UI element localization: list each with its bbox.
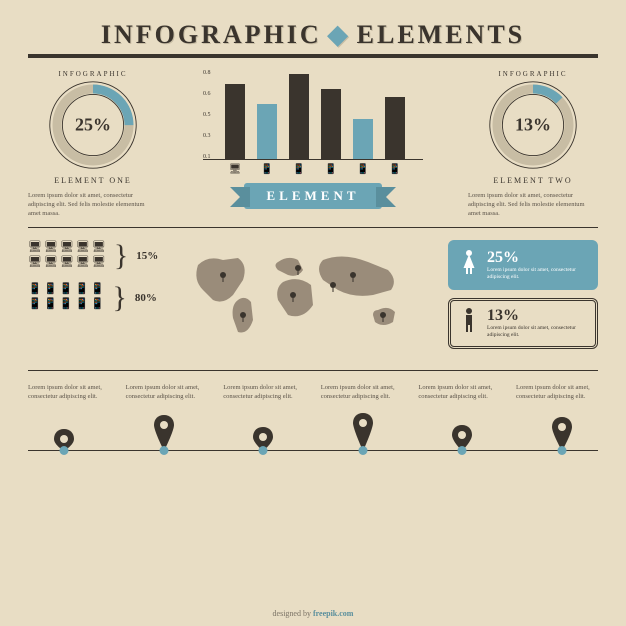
- bar: [321, 89, 341, 159]
- monitor-icon: 🖥: [76, 255, 90, 268]
- demo-female-pct: 25%: [487, 249, 587, 267]
- demo-female-lorem: Lorem ipsum dolor sit amet, consectetur …: [487, 267, 587, 281]
- monitor-icon: 🖥: [92, 240, 106, 253]
- world-map: [183, 240, 413, 360]
- demo-female: 25% Lorem ipsum dolor sit amet, consecte…: [448, 240, 598, 290]
- phone-icon: 📱: [75, 282, 89, 295]
- phone-icon: 📱: [75, 297, 89, 310]
- device-grids: 🖥🖥🖥🖥🖥🖥🖥🖥🖥🖥 } 15% 📱📱📱📱📱📱📱📱📱📱 } 80%: [28, 240, 148, 324]
- device-icon: 🖥: [225, 164, 245, 175]
- demo-male: 13% Lorem ipsum dolor sit amet, consecte…: [448, 298, 598, 348]
- monitor-icon: 🖥: [92, 255, 106, 268]
- donut-right-top-label: INFOGRAPHIC: [468, 70, 598, 78]
- phone-icon: 📱: [44, 297, 58, 310]
- map-pin-icon: [152, 415, 176, 457]
- bar: [257, 104, 277, 159]
- phone-icon: 📱: [44, 282, 58, 295]
- phone-icon: 📱: [59, 282, 73, 295]
- monitor-icon: 🖥: [28, 240, 42, 253]
- monitor-icon: 🖥: [60, 255, 74, 268]
- donut-left-lorem: Lorem ipsum dolor sit amet, consectetur …: [28, 191, 158, 218]
- ribbon-label: ELEMENT: [244, 183, 381, 209]
- credit: designed by freepik.com: [273, 609, 354, 618]
- device-icon: 📱: [257, 164, 277, 175]
- bar: [353, 119, 373, 159]
- female-icon: [459, 249, 479, 281]
- monitor-icon: 🖥: [28, 255, 42, 268]
- mid-divider: [28, 227, 598, 228]
- donut-left-pct: 25%: [75, 115, 111, 136]
- row-middle: 🖥🖥🖥🖥🖥🖥🖥🖥🖥🖥 } 15% 📱📱📱📱📱📱📱📱📱📱 } 80%: [28, 240, 598, 360]
- bar: [225, 84, 245, 159]
- donut-right: INFOGRAPHIC 13% ELEMENT TWO Lorem ipsum …: [468, 70, 598, 218]
- donut-right-pct: 13%: [515, 115, 551, 136]
- phone-icon: 📱: [59, 297, 73, 310]
- monitor-pct: 15%: [136, 250, 158, 262]
- device-icon: 📱: [321, 164, 341, 175]
- map-pin-icon: [251, 427, 275, 457]
- timeline-item: Lorem ipsum dolor sit amet, consectetur …: [418, 383, 500, 401]
- donut-left: INFOGRAPHIC 25% ELEMENT ONE Lorem ipsum …: [28, 70, 158, 218]
- top-divider: [28, 54, 598, 58]
- timeline-item: Lorem ipsum dolor sit amet, consectetur …: [321, 383, 403, 401]
- demo-male-lorem: Lorem ipsum dolor sit amet, consectetur …: [487, 325, 587, 339]
- device-icon: 📱: [385, 164, 405, 175]
- bar: [289, 74, 309, 159]
- donut-left-bot-label: ELEMENT ONE: [28, 176, 158, 185]
- main-title: INFOGRAPHIC◆ELEMENTS: [28, 20, 598, 50]
- donut-right-lorem: Lorem ipsum dolor sit amet, consectetur …: [468, 191, 598, 218]
- timeline-item: Lorem ipsum dolor sit amet, consectetur …: [28, 383, 110, 401]
- monitor-icon: 🖥: [60, 240, 74, 253]
- map-pin-icon: [550, 417, 574, 457]
- phone-icon: 📱: [91, 282, 105, 295]
- phone-icon: 📱: [28, 297, 42, 310]
- map-pin-icon: [450, 425, 474, 457]
- monitor-icon: 🖥: [76, 240, 90, 253]
- timeline-item: Lorem ipsum dolor sit amet, consectetur …: [126, 383, 208, 401]
- male-icon: [459, 307, 479, 339]
- map-pin-icon: [52, 429, 76, 457]
- lower-divider: [28, 370, 598, 371]
- donut-left-top-label: INFOGRAPHIC: [28, 70, 158, 78]
- timeline-item: Lorem ipsum dolor sit amet, consectetur …: [516, 383, 598, 401]
- demographics: 25% Lorem ipsum dolor sit amet, consecte…: [448, 240, 598, 357]
- demo-male-pct: 13%: [487, 307, 587, 325]
- monitor-icon: 🖥: [44, 240, 58, 253]
- device-icon: 📱: [289, 164, 309, 175]
- bar: [385, 97, 405, 159]
- row-top: INFOGRAPHIC 25% ELEMENT ONE Lorem ipsum …: [28, 70, 598, 219]
- map-pin-icon: [351, 413, 375, 457]
- device-icon: 📱: [353, 164, 373, 175]
- phone-icon: 📱: [28, 282, 42, 295]
- timeline: Lorem ipsum dolor sit amet, consectetur …: [28, 383, 598, 457]
- donut-right-bot-label: ELEMENT TWO: [468, 176, 598, 185]
- bar-chart: 0.80.60.50.30.1 🖥📱📱📱📱📱 ELEMENT: [203, 70, 423, 219]
- monitor-icon: 🖥: [44, 255, 58, 268]
- phone-icon: 📱: [91, 297, 105, 310]
- timeline-item: Lorem ipsum dolor sit amet, consectetur …: [223, 383, 305, 401]
- phone-pct: 80%: [135, 292, 157, 304]
